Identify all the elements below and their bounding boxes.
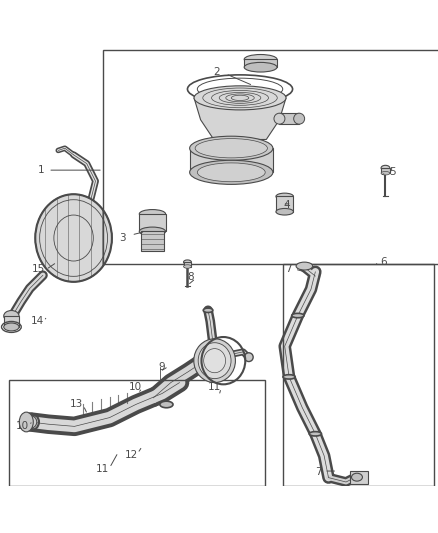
Bar xyxy=(244,59,277,67)
Text: 13: 13 xyxy=(70,399,83,409)
Ellipse shape xyxy=(195,139,267,158)
Bar xyxy=(283,264,434,486)
Text: 11: 11 xyxy=(208,382,221,392)
Ellipse shape xyxy=(194,86,286,110)
Ellipse shape xyxy=(381,172,390,175)
Ellipse shape xyxy=(184,260,191,264)
Bar xyxy=(190,148,273,172)
Text: 15: 15 xyxy=(32,264,45,273)
Text: 12: 12 xyxy=(125,450,138,460)
Ellipse shape xyxy=(276,193,293,200)
Text: 11: 11 xyxy=(96,464,110,474)
Text: 1: 1 xyxy=(38,165,45,175)
Bar xyxy=(141,231,164,251)
Text: 7: 7 xyxy=(285,264,292,273)
Polygon shape xyxy=(194,98,286,140)
Ellipse shape xyxy=(351,473,362,481)
Ellipse shape xyxy=(190,160,273,184)
Text: 4: 4 xyxy=(283,200,290,210)
Ellipse shape xyxy=(244,62,277,72)
Text: 2: 2 xyxy=(213,67,220,77)
Text: 7: 7 xyxy=(314,467,321,478)
Ellipse shape xyxy=(190,136,273,160)
Bar xyxy=(9,381,265,486)
Ellipse shape xyxy=(184,265,191,268)
Ellipse shape xyxy=(198,343,231,378)
Ellipse shape xyxy=(139,227,166,236)
Ellipse shape xyxy=(381,165,390,171)
Bar xyxy=(381,168,390,173)
Ellipse shape xyxy=(4,323,19,331)
Text: 10: 10 xyxy=(129,382,142,392)
Bar xyxy=(279,113,299,124)
Ellipse shape xyxy=(244,54,277,64)
Ellipse shape xyxy=(203,308,213,312)
Text: 8: 8 xyxy=(187,272,194,282)
Bar xyxy=(103,50,438,264)
Text: 5: 5 xyxy=(389,167,396,177)
Bar xyxy=(4,316,19,327)
Text: 3: 3 xyxy=(119,233,126,243)
Ellipse shape xyxy=(25,416,37,428)
Bar xyxy=(350,471,368,484)
Ellipse shape xyxy=(283,375,295,379)
Ellipse shape xyxy=(197,163,265,182)
Text: 14: 14 xyxy=(31,316,44,326)
Ellipse shape xyxy=(244,353,253,361)
Ellipse shape xyxy=(35,194,112,282)
Ellipse shape xyxy=(296,262,313,270)
Ellipse shape xyxy=(292,313,304,318)
Bar xyxy=(139,214,166,231)
Ellipse shape xyxy=(293,113,305,124)
Ellipse shape xyxy=(160,401,173,408)
Bar xyxy=(184,262,191,266)
Bar xyxy=(276,197,293,212)
Ellipse shape xyxy=(19,412,33,432)
Ellipse shape xyxy=(309,432,321,436)
Text: 9: 9 xyxy=(159,362,166,372)
Ellipse shape xyxy=(274,113,285,124)
Ellipse shape xyxy=(194,339,236,383)
Text: 6: 6 xyxy=(380,257,387,267)
Ellipse shape xyxy=(4,311,19,321)
Ellipse shape xyxy=(204,349,226,373)
Ellipse shape xyxy=(139,209,166,219)
Text: 10: 10 xyxy=(15,422,28,431)
Ellipse shape xyxy=(276,208,293,215)
